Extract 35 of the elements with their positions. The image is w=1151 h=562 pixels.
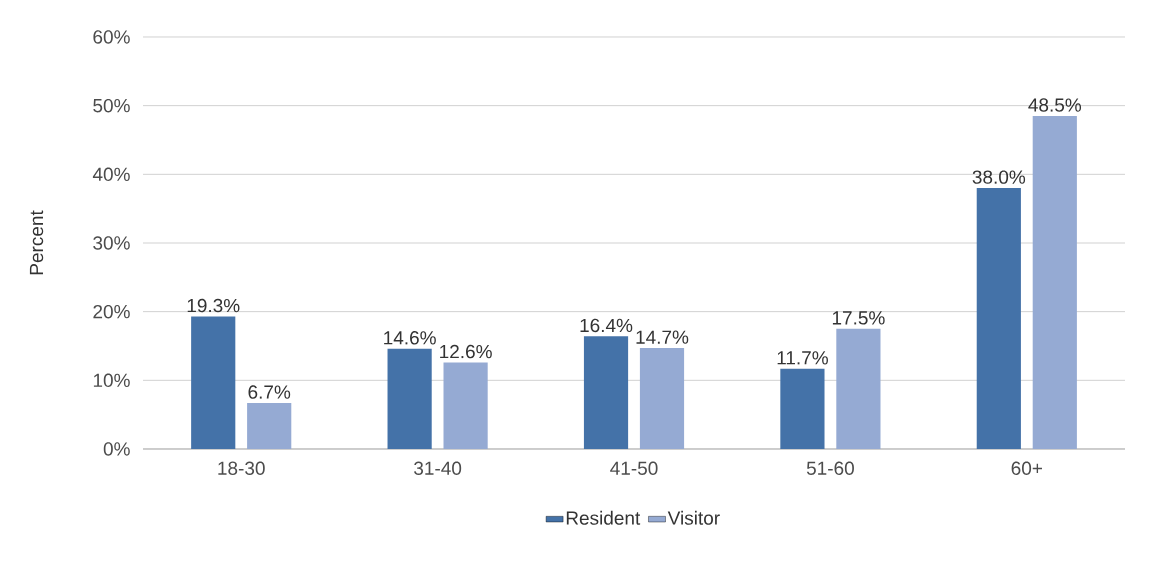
y-axis-title: Percent [29,210,44,275]
data-label: 16.4% [580,318,633,333]
data-label: 38.0% [972,170,1026,184]
data-label: 48.5% [1028,98,1082,112]
x-tick-label: 60+ [1011,461,1042,475]
legend-label: Visitor [667,510,720,525]
y-tick-label: 20% [93,304,130,319]
bar [443,362,488,449]
y-tick-label: 40% [92,167,130,182]
bar [387,348,432,449]
bar [191,316,236,449]
data-label: 14.6% [384,331,436,345]
bar [639,348,685,449]
data-label: 6.7% [248,385,291,399]
x-tick-label: 51-60 [806,461,854,475]
x-tick-label: 41-50 [610,461,658,475]
bar [976,188,1021,449]
y-tick-label: 60% [93,30,130,44]
x-tick-label: 18-30 [218,461,265,475]
y-tick-label: 10% [93,373,130,388]
y-tick-label: 50% [93,98,130,113]
data-label: 14.7% [636,330,689,344]
legend-label: Resident [566,510,641,525]
bar [836,328,881,449]
bar [1032,115,1077,449]
bar [247,402,292,449]
x-tick-label: 31-40 [414,461,462,475]
data-label: 19.3% [187,298,240,313]
data-label: 17.5% [832,311,885,325]
data-label: 12.6% [440,344,492,359]
bar [780,368,825,449]
bar [583,336,629,449]
y-tick-label: 30% [93,236,130,250]
data-label: 11.7% [777,351,828,365]
y-tick-label: 0% [103,442,130,456]
